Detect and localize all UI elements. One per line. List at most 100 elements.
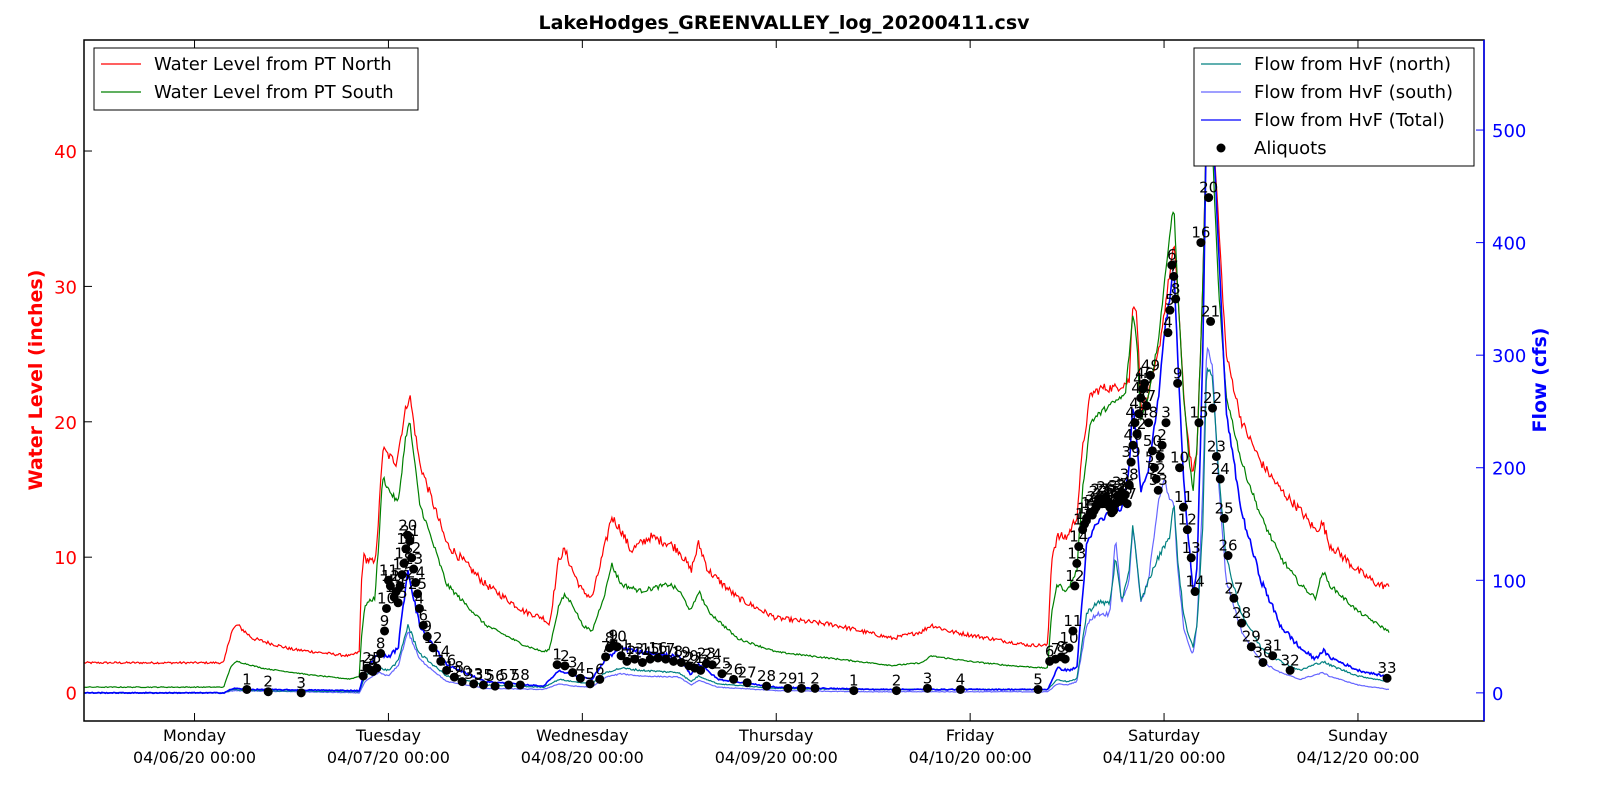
aliquot-point — [676, 657, 686, 667]
x-tick-label-day: Tuesday — [355, 726, 421, 745]
aliquot-point — [637, 657, 647, 667]
aliquot-label: 26 — [724, 660, 743, 678]
aliquot-point — [1206, 316, 1216, 326]
aliquot-label: 5 — [372, 649, 382, 667]
series-line-0 — [83, 111, 1390, 665]
aliquot-point — [1382, 673, 1392, 683]
y-right-tick-label: 100 — [1492, 571, 1526, 592]
aliquot-label: 18 — [664, 642, 683, 660]
aliquot-label: 19 — [672, 643, 691, 661]
aliquot-point — [1285, 665, 1295, 675]
aliquot-label: 25 — [408, 575, 427, 593]
aliquot-point — [358, 671, 368, 681]
aliquot-label: 5 — [1033, 670, 1043, 688]
aliquot-point — [413, 589, 423, 599]
aliquot-label: 28 — [1232, 604, 1251, 622]
aliquot-point — [1186, 553, 1196, 563]
aliquot-label: 26 — [1218, 537, 1237, 555]
legend-left: Water Level from PT North Water Level fr… — [93, 47, 419, 111]
aliquot-point — [1246, 642, 1256, 652]
aliquot-point — [1211, 451, 1221, 461]
aliquot-label: 11 — [612, 637, 631, 655]
x-tick-label-date: 04/12/20 00:00 — [1296, 748, 1419, 767]
aliquot-point — [1126, 457, 1136, 467]
aliquot-point — [1134, 409, 1144, 419]
x-tick-label-day: Monday — [163, 726, 226, 745]
aliquot-label: 4 — [956, 670, 966, 688]
aliquot-point — [955, 684, 965, 694]
aliquot-point — [552, 660, 562, 670]
aliquot-point — [783, 683, 793, 693]
aliquot-label: 11 — [1174, 488, 1193, 506]
aliquot-label: 37 — [1118, 485, 1137, 503]
aliquot-point — [595, 674, 605, 684]
aliquot-label: 35 — [474, 666, 493, 684]
aliquot-point — [1163, 328, 1173, 338]
aliquot-label: 16 — [1191, 224, 1210, 242]
legend-label-flow-south: Flow from HvF (south) — [1254, 82, 1453, 103]
aliquot-point — [1140, 378, 1150, 388]
aliquot-point — [457, 677, 467, 687]
aliquot-label: 2 — [263, 673, 273, 691]
aliquot-point — [372, 663, 382, 673]
aliquot-point — [1109, 506, 1119, 516]
aliquot-point — [1268, 651, 1278, 661]
aliquot-label: 9 — [609, 627, 619, 645]
aliquot-label: 58 — [511, 666, 530, 684]
legend-label-flow-total: Flow from HvF (Total) — [1254, 110, 1445, 131]
y-axis-left-label: Water Level (inches) — [25, 270, 47, 491]
aliquot-point — [1157, 440, 1167, 450]
aliquot-point — [1208, 403, 1218, 413]
aliquot-label: 20 — [398, 516, 417, 534]
aliquot-point — [407, 553, 417, 563]
aliquot-point — [1122, 499, 1132, 509]
aliquot-point — [242, 684, 252, 694]
aliquot-label: 47 — [1137, 387, 1156, 405]
legend-label-aliquots: Aliquots — [1254, 138, 1327, 159]
aliquot-label: 31 — [1263, 637, 1282, 655]
aliquot-point — [1033, 684, 1043, 694]
aliquot-label: 10 — [1170, 449, 1189, 467]
aliquot-label: 27 — [738, 664, 757, 682]
x-tick-label-day: Thursday — [738, 726, 813, 745]
x-tick-label-date: 04/07/20 00:00 — [327, 748, 450, 767]
aliquot-point — [1074, 542, 1084, 552]
aliquot-point — [645, 654, 655, 664]
x-tick-label-day: Wednesday — [536, 726, 629, 745]
aliquot-label: 50 — [1143, 432, 1162, 450]
aliquot-point — [568, 668, 578, 678]
aliquot-label: 12 — [1065, 567, 1084, 585]
aliquot-label: 9 — [422, 618, 432, 636]
aliquot-label: 33 — [1378, 659, 1397, 677]
aliquot-label: 56 — [486, 667, 505, 685]
aliquot-label: 22 — [1203, 389, 1222, 407]
aliquot-label: 3 — [366, 651, 376, 669]
aliquot-point — [630, 654, 640, 664]
aliquot-label: 21 — [1201, 302, 1220, 320]
aliquot-label: 27 — [1224, 579, 1243, 597]
aliquot-label: 5 — [1165, 291, 1175, 309]
aliquot-point — [1182, 525, 1192, 535]
aliquot-label: 14 — [1186, 573, 1205, 591]
aliquot-point — [1173, 378, 1183, 388]
x-tick-label-day: Friday — [946, 726, 995, 745]
aliquot-point — [1219, 513, 1229, 523]
aliquot-point — [380, 626, 390, 636]
aliquot-label: 29 — [1242, 628, 1261, 646]
aliquot-label: 18 — [445, 658, 464, 676]
aliquot-point — [1136, 393, 1146, 403]
chart-title: LakeHodges_GREENVALLEY_log_20200411.csv — [538, 12, 1030, 34]
aliquot-point — [1215, 474, 1225, 484]
aliquot-point — [661, 654, 671, 664]
aliquot-label: 8 — [605, 629, 615, 647]
aliquot-point — [393, 598, 403, 608]
aliquot-point — [1072, 558, 1082, 568]
aliquot-label: 4 — [576, 659, 586, 677]
aliquot-label: 17 — [656, 640, 675, 658]
y-right-tick-label: 500 — [1492, 121, 1526, 142]
aliquot-label: 3 — [923, 669, 933, 687]
aliquot-point — [263, 687, 273, 697]
aliquot-point — [1155, 451, 1165, 461]
aliquot-point — [1149, 463, 1159, 473]
aliquot-point — [653, 653, 663, 663]
